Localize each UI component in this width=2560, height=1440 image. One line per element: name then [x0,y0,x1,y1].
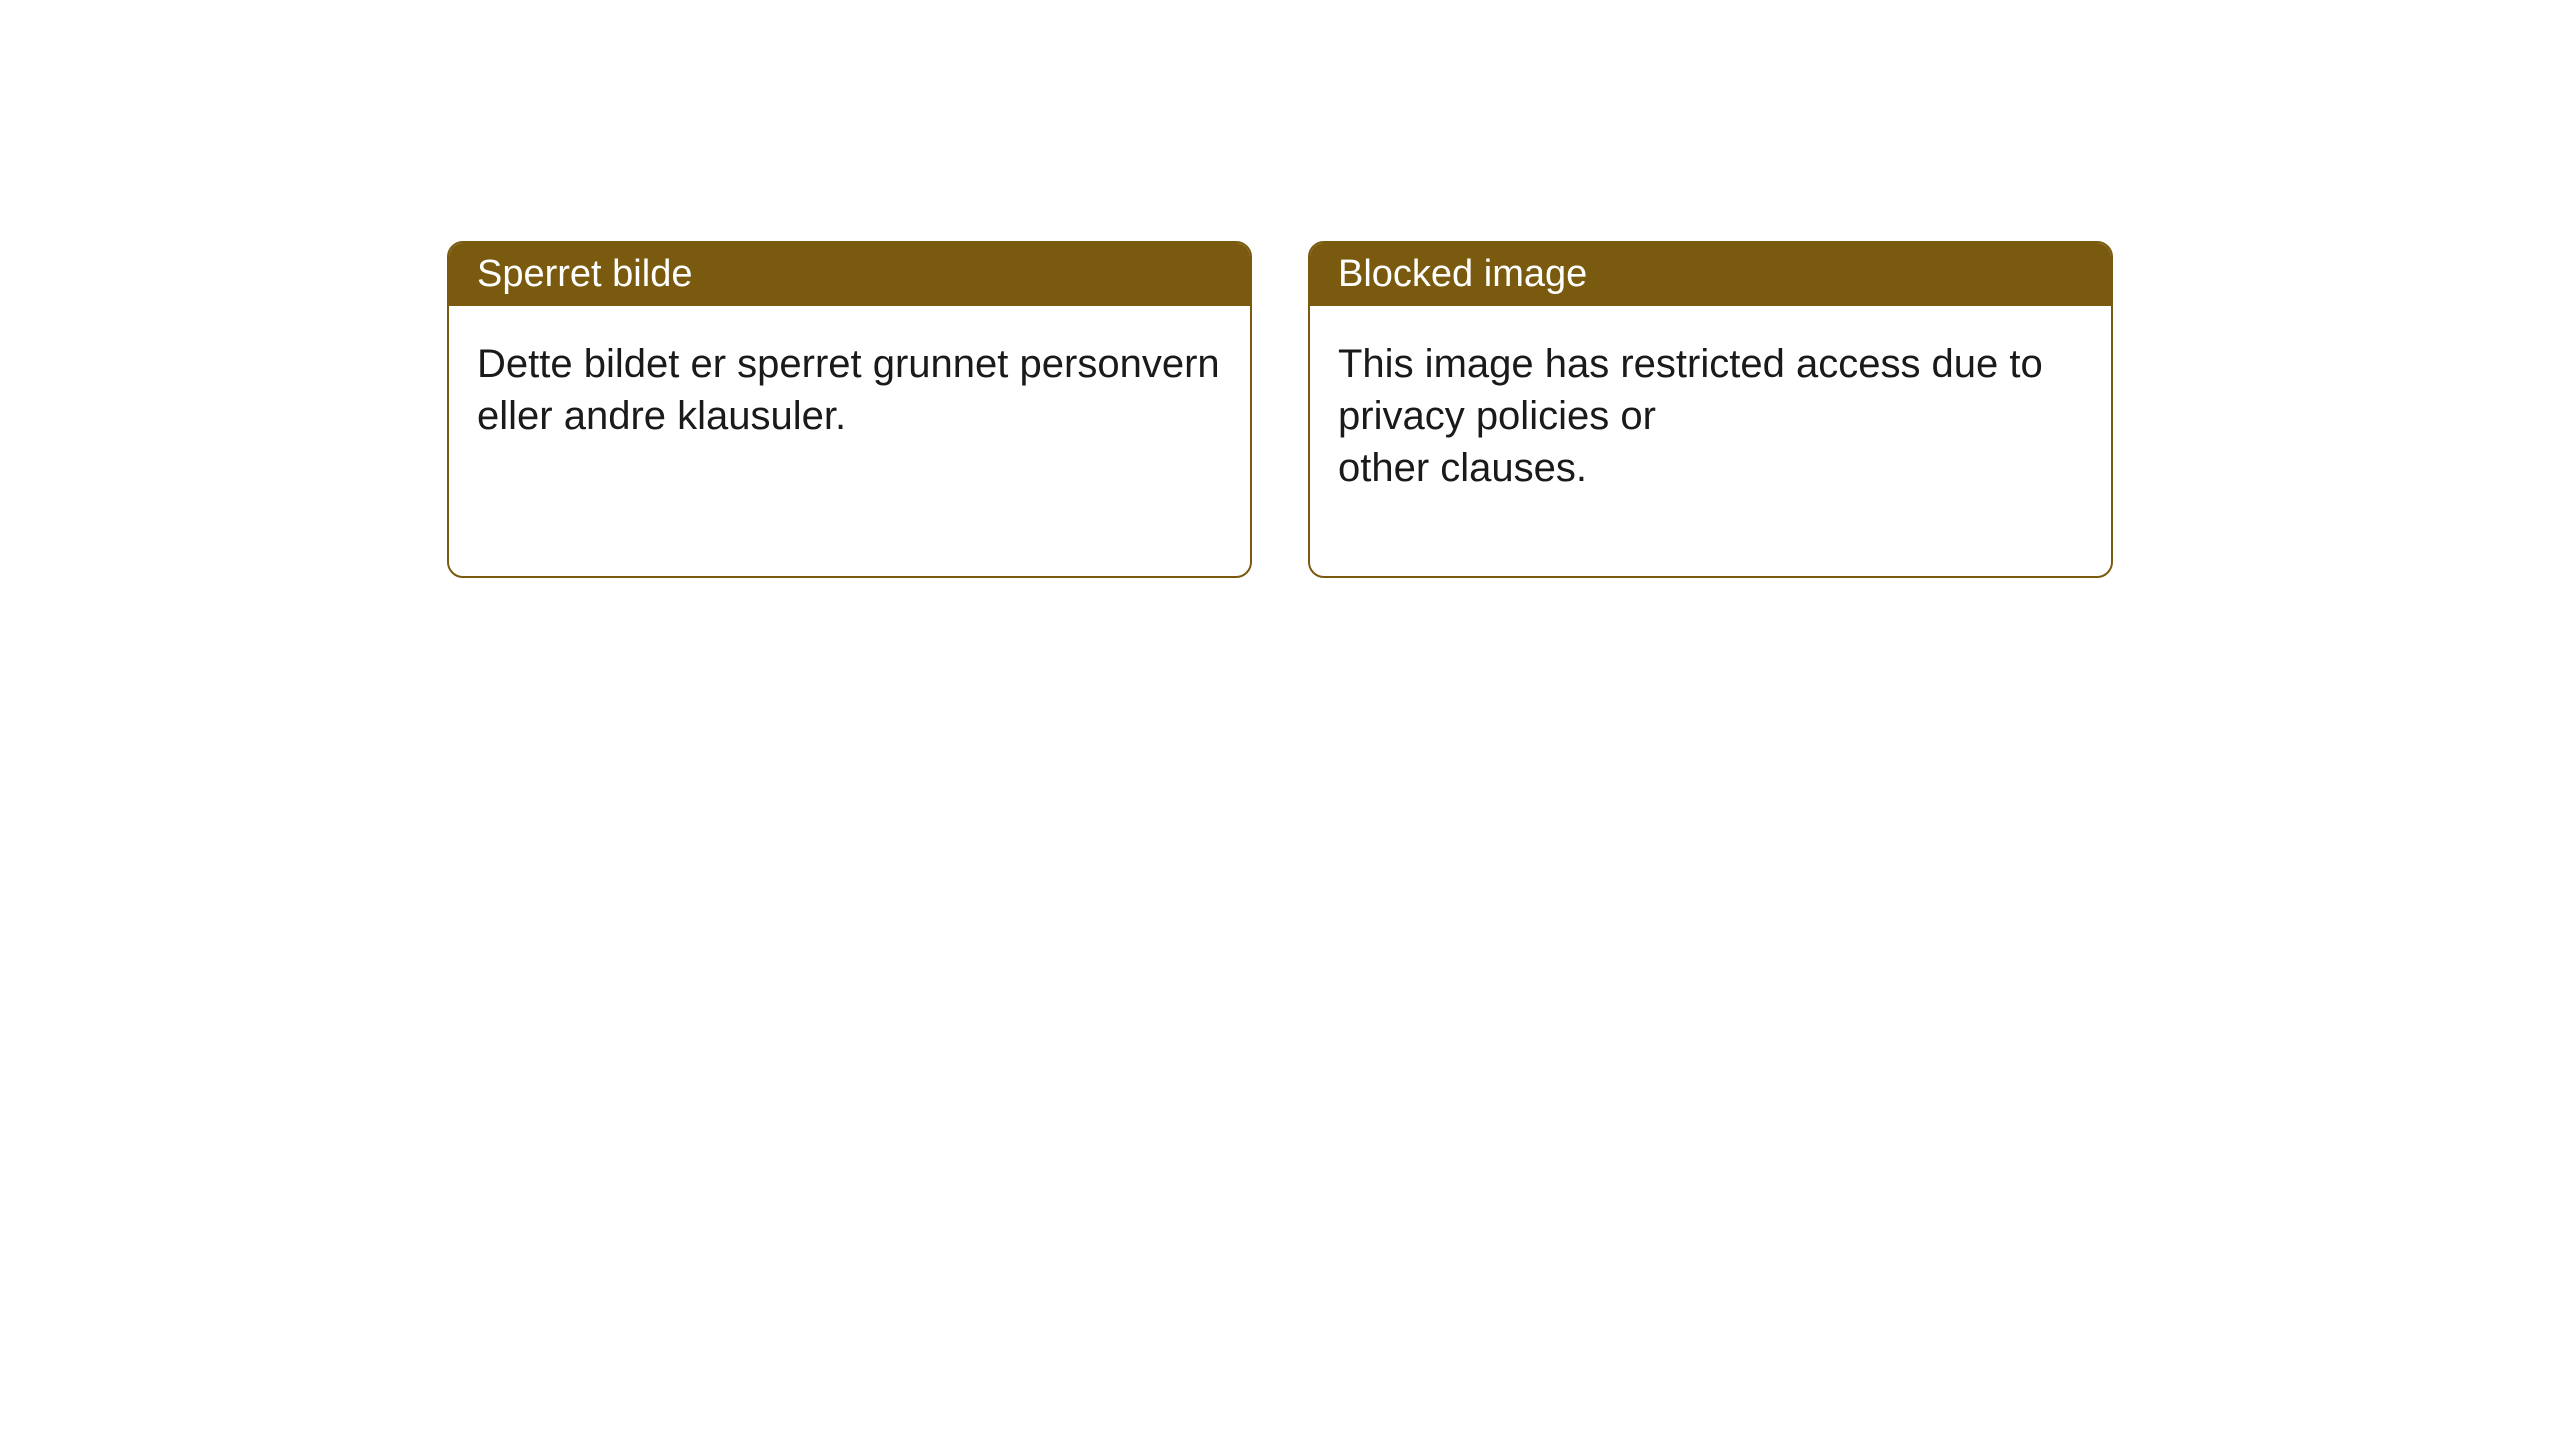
notice-card-title: Blocked image [1310,243,2111,306]
notice-card-body: Dette bildet er sperret grunnet personve… [449,306,1250,576]
notice-card-body: This image has restricted access due to … [1310,306,2111,576]
notice-card-title: Sperret bilde [449,243,1250,306]
notice-cards-container: Sperret bilde Dette bildet er sperret gr… [0,0,2560,578]
notice-card-english: Blocked image This image has restricted … [1308,241,2113,578]
notice-card-norwegian: Sperret bilde Dette bildet er sperret gr… [447,241,1252,578]
